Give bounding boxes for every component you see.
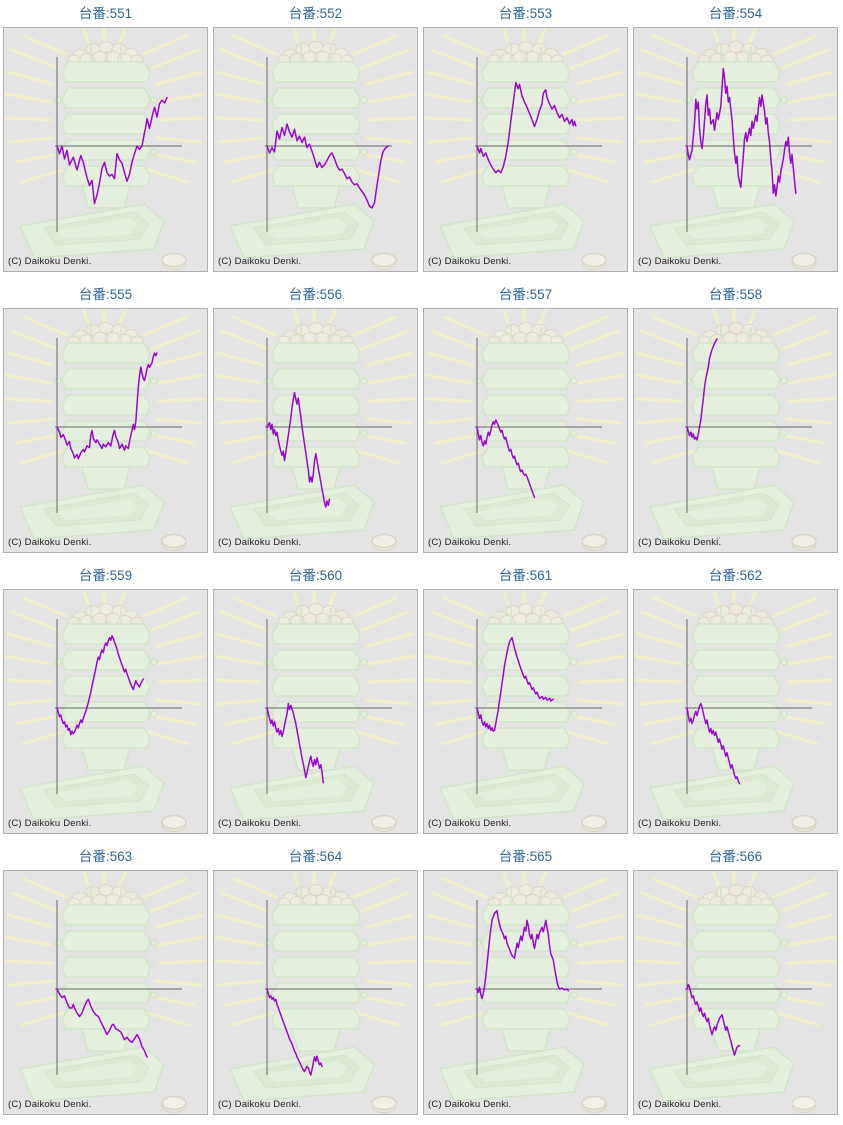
- machine-title-link[interactable]: 台番:553: [498, 6, 553, 21]
- machine-title-link[interactable]: 台番:559: [78, 568, 133, 583]
- chart-panel: (C) Daikoku Denki.: [213, 27, 418, 272]
- slump-graph: [4, 28, 206, 271]
- slump-line: [266, 702, 325, 784]
- slump-line: [686, 338, 718, 441]
- slump-line: [56, 96, 168, 205]
- machine-cell-562: 台番:562 (C) Daikoku Denki.: [633, 564, 838, 834]
- slump-line: [266, 123, 390, 209]
- slump-graph: [214, 871, 416, 1114]
- chart-panel: (C) Daikoku Denki.: [633, 308, 838, 553]
- chart-panel: (C) Daikoku Denki.: [3, 589, 208, 834]
- copyright-label: (C) Daikoku Denki.: [8, 537, 92, 548]
- copyright-label: (C) Daikoku Denki.: [428, 256, 512, 267]
- slump-line: [266, 391, 331, 508]
- machine-cell-566: 台番:566 (C) Daikoku Denki.: [633, 845, 838, 1115]
- machine-cell-560: 台番:560 (C) Daikoku Denki.: [213, 564, 418, 834]
- slump-graph: [214, 590, 416, 833]
- slump-graph: [634, 871, 836, 1114]
- machine-title-link[interactable]: 台番:557: [498, 287, 553, 302]
- copyright-label: (C) Daikoku Denki.: [8, 1099, 92, 1110]
- machine-cell-559: 台番:559 (C) Daikoku Denki.: [3, 564, 208, 834]
- machine-cell-555: 台番:555 (C) Daikoku Denki.: [3, 283, 208, 553]
- copyright-label: (C) Daikoku Denki.: [428, 818, 512, 829]
- copyright-label: (C) Daikoku Denki.: [428, 537, 512, 548]
- slump-line: [476, 81, 577, 174]
- machine-title-link[interactable]: 台番:556: [288, 287, 343, 302]
- chart-panel: (C) Daikoku Denki.: [633, 27, 838, 272]
- machine-cell-551: 台番:551 (C) Daikoku Denki.: [3, 2, 208, 272]
- slump-graph: [4, 590, 206, 833]
- chart-panel: (C) Daikoku Denki.: [3, 27, 208, 272]
- copyright-label: (C) Daikoku Denki.: [428, 1099, 512, 1110]
- machine-cell-554: 台番:554 (C) Daikoku Denki.: [633, 2, 838, 272]
- chart-panel: (C) Daikoku Denki.: [423, 308, 628, 553]
- chart-panel: (C) Daikoku Denki.: [423, 27, 628, 272]
- machine-cell-553: 台番:553 (C) Daikoku Denki.: [423, 2, 628, 272]
- machine-cell-552: 台番:552 (C) Daikoku Denki.: [213, 2, 418, 272]
- machine-title-link[interactable]: 台番:562: [708, 568, 763, 583]
- machine-title-link[interactable]: 台番:566: [708, 849, 763, 864]
- slump-graph: [634, 309, 836, 552]
- slump-line: [56, 988, 148, 1058]
- copyright-label: (C) Daikoku Denki.: [218, 1099, 302, 1110]
- chart-panel: (C) Daikoku Denki.: [213, 308, 418, 553]
- machine-cell-565: 台番:565 (C) Daikoku Denki.: [423, 845, 628, 1115]
- machine-title-link[interactable]: 台番:564: [288, 849, 343, 864]
- slump-graph: [634, 590, 836, 833]
- slump-line: [686, 67, 797, 197]
- copyright-label: (C) Daikoku Denki.: [638, 818, 722, 829]
- slump-line: [686, 702, 741, 785]
- slump-graph: [424, 309, 626, 552]
- slump-line: [476, 909, 570, 1000]
- chart-panel: (C) Daikoku Denki.: [423, 870, 628, 1115]
- copyright-label: (C) Daikoku Denki.: [638, 1099, 722, 1110]
- slump-graph: [424, 590, 626, 833]
- machine-cell-564: 台番:564 (C) Daikoku Denki.: [213, 845, 418, 1115]
- machine-cell-556: 台番:556 (C) Daikoku Denki.: [213, 283, 418, 553]
- copyright-label: (C) Daikoku Denki.: [638, 256, 722, 267]
- chart-panel: (C) Daikoku Denki.: [3, 870, 208, 1115]
- slump-graph: [424, 28, 626, 271]
- copyright-label: (C) Daikoku Denki.: [638, 537, 722, 548]
- slump-line: [476, 419, 536, 499]
- slump-line: [476, 636, 555, 732]
- machine-title-link[interactable]: 台番:554: [708, 6, 763, 21]
- machine-cell-563: 台番:563 (C) Daikoku Denki.: [3, 845, 208, 1115]
- chart-panel: (C) Daikoku Denki.: [213, 870, 418, 1115]
- machine-title-link[interactable]: 台番:555: [78, 287, 133, 302]
- machine-title-link[interactable]: 台番:563: [78, 849, 133, 864]
- machine-title-link[interactable]: 台番:561: [498, 568, 553, 583]
- chart-panel: (C) Daikoku Denki.: [213, 589, 418, 834]
- slump-line: [686, 983, 741, 1056]
- machine-title-link[interactable]: 台番:560: [288, 568, 343, 583]
- chart-panel: (C) Daikoku Denki.: [423, 589, 628, 834]
- slump-graph: [424, 871, 626, 1114]
- copyright-label: (C) Daikoku Denki.: [8, 256, 92, 267]
- slump-line: [56, 352, 158, 460]
- slump-graph: [4, 871, 206, 1114]
- copyright-label: (C) Daikoku Denki.: [218, 818, 302, 829]
- machine-cell-558: 台番:558 (C) Daikoku Denki.: [633, 283, 838, 553]
- machine-cell-561: 台番:561 (C) Daikoku Denki.: [423, 564, 628, 834]
- slump-line: [266, 988, 323, 1076]
- chart-panel: (C) Daikoku Denki.: [3, 308, 208, 553]
- chart-panel: (C) Daikoku Denki.: [633, 589, 838, 834]
- slump-line: [56, 635, 145, 736]
- slump-graph: [634, 28, 836, 271]
- copyright-label: (C) Daikoku Denki.: [218, 256, 302, 267]
- machine-title-link[interactable]: 台番:551: [78, 6, 133, 21]
- chart-panel: (C) Daikoku Denki.: [633, 870, 838, 1115]
- machine-title-link[interactable]: 台番:558: [708, 287, 763, 302]
- machine-title-link[interactable]: 台番:552: [288, 6, 343, 21]
- copyright-label: (C) Daikoku Denki.: [8, 818, 92, 829]
- slump-graph: [4, 309, 206, 552]
- copyright-label: (C) Daikoku Denki.: [218, 537, 302, 548]
- machine-title-link[interactable]: 台番:565: [498, 849, 553, 864]
- machine-cell-557: 台番:557 (C) Daikoku Denki.: [423, 283, 628, 553]
- slump-graph: [214, 28, 416, 271]
- slump-graph: [214, 309, 416, 552]
